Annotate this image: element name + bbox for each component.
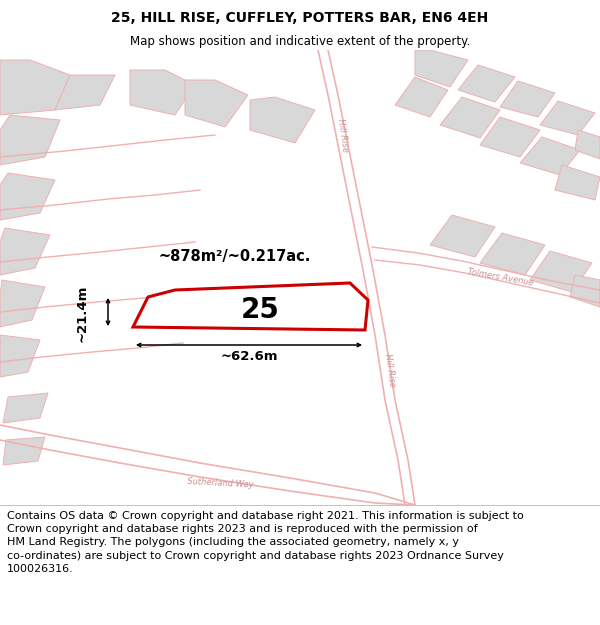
Polygon shape	[250, 97, 315, 143]
Text: Map shows position and indicative extent of the property.: Map shows position and indicative extent…	[130, 35, 470, 48]
Polygon shape	[575, 130, 600, 159]
Polygon shape	[430, 215, 495, 257]
Polygon shape	[570, 275, 600, 307]
Text: ~62.6m: ~62.6m	[220, 351, 278, 364]
Polygon shape	[500, 81, 555, 117]
Text: ~878m²/~0.217ac.: ~878m²/~0.217ac.	[159, 249, 311, 264]
Polygon shape	[3, 393, 48, 423]
Polygon shape	[530, 251, 592, 292]
Polygon shape	[0, 228, 50, 275]
Text: 25: 25	[241, 296, 280, 324]
Polygon shape	[0, 335, 40, 377]
Text: Sutherland Way: Sutherland Way	[187, 477, 253, 489]
Text: 25, HILL RISE, CUFFLEY, POTTERS BAR, EN6 4EH: 25, HILL RISE, CUFFLEY, POTTERS BAR, EN6…	[112, 11, 488, 25]
Polygon shape	[480, 117, 540, 157]
Polygon shape	[133, 283, 368, 330]
Polygon shape	[415, 50, 468, 87]
Text: Tolmers Avenue: Tolmers Avenue	[466, 267, 534, 288]
Polygon shape	[185, 80, 248, 127]
Polygon shape	[0, 280, 45, 327]
Polygon shape	[0, 60, 70, 115]
Polygon shape	[555, 165, 600, 200]
Polygon shape	[458, 65, 515, 102]
Polygon shape	[0, 173, 55, 220]
Polygon shape	[0, 115, 60, 165]
Text: Contains OS data © Crown copyright and database right 2021. This information is : Contains OS data © Crown copyright and d…	[7, 511, 524, 574]
Polygon shape	[440, 97, 500, 138]
Text: ~21.4m: ~21.4m	[76, 284, 89, 342]
Polygon shape	[130, 70, 195, 115]
Polygon shape	[520, 137, 580, 175]
Polygon shape	[3, 437, 45, 465]
Polygon shape	[480, 233, 545, 275]
Text: Hill Rise: Hill Rise	[336, 118, 350, 152]
Text: Hill Rise: Hill Rise	[383, 352, 397, 388]
Polygon shape	[55, 75, 115, 110]
Polygon shape	[395, 77, 448, 117]
Polygon shape	[540, 101, 595, 135]
